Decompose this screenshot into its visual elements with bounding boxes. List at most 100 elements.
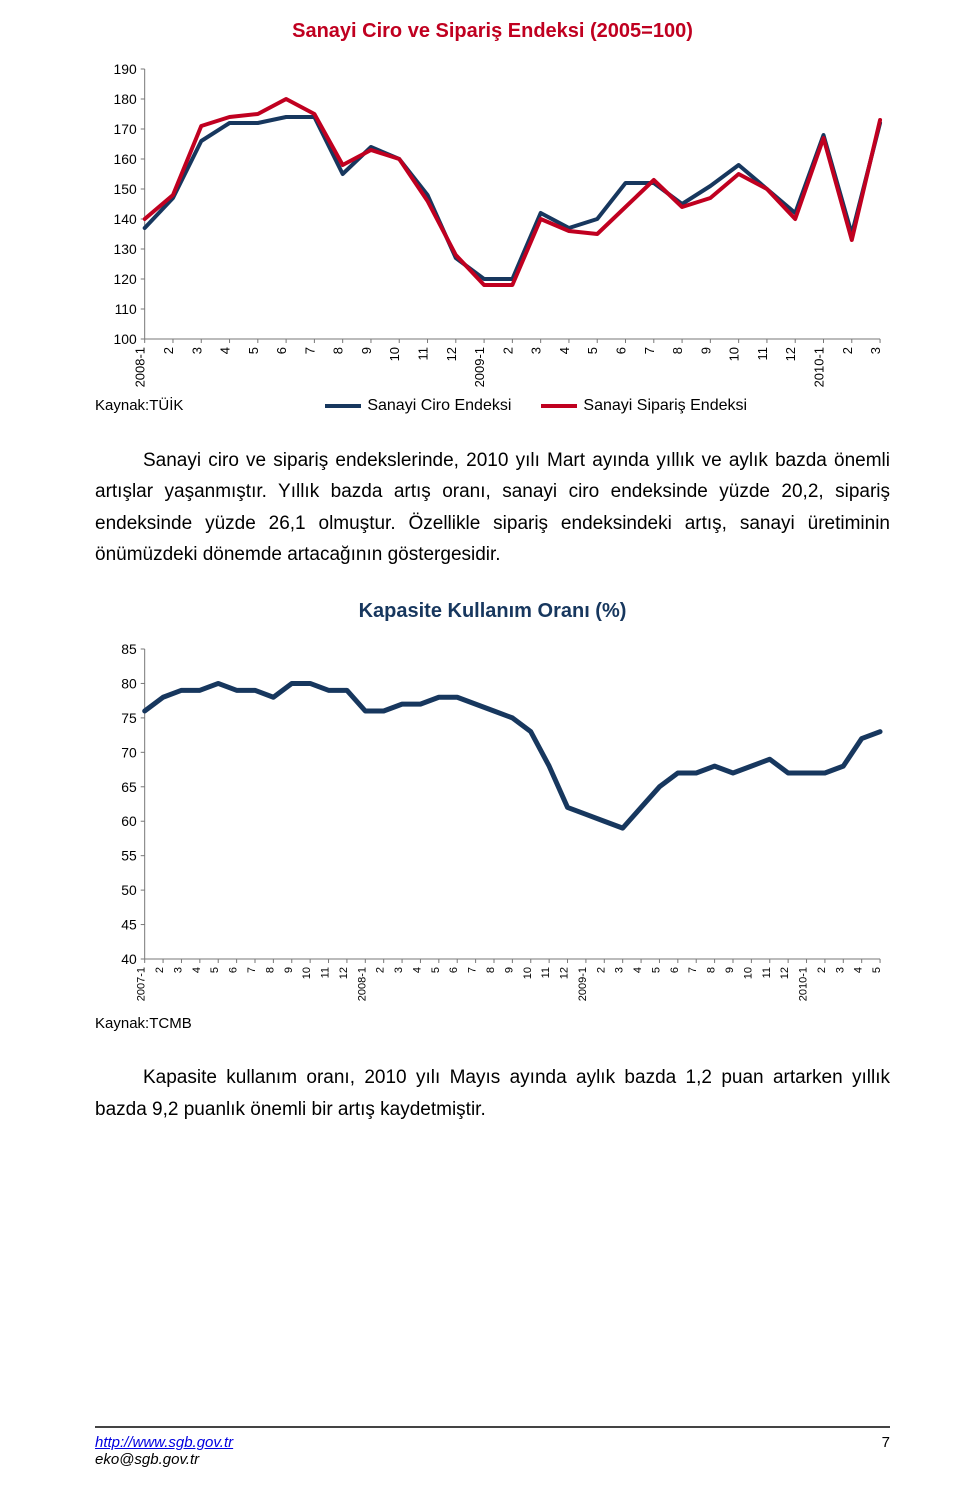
svg-text:6: 6: [448, 967, 460, 973]
chart2: 404550556065707580852007-123456789101112…: [95, 639, 890, 1009]
svg-text:150: 150: [114, 181, 137, 197]
svg-text:8: 8: [706, 967, 718, 973]
svg-text:5: 5: [430, 967, 442, 973]
svg-text:12: 12: [559, 967, 571, 979]
svg-text:180: 180: [114, 91, 137, 107]
svg-text:11: 11: [540, 967, 552, 978]
svg-text:3: 3: [834, 967, 846, 973]
legend-swatch-ciro: [325, 404, 361, 408]
svg-text:8: 8: [331, 347, 346, 354]
svg-text:7: 7: [302, 347, 317, 354]
svg-text:2: 2: [840, 347, 855, 354]
chart1-title: Sanayi Ciro ve Sipariş Endeksi (2005=100…: [95, 20, 890, 43]
svg-text:10: 10: [742, 967, 754, 979]
svg-text:11: 11: [761, 967, 773, 978]
svg-text:2008-1: 2008-1: [356, 967, 368, 1001]
svg-text:7: 7: [642, 347, 657, 354]
svg-text:7: 7: [467, 967, 479, 973]
svg-text:2: 2: [500, 347, 515, 354]
svg-text:8: 8: [264, 967, 276, 973]
chart1: 100 110 120 130 140 150 160 170 180 190 2008-1 2 3 4 5…: [95, 59, 890, 389]
svg-text:12: 12: [783, 347, 798, 361]
footer-email: eko@sgb.gov.tr: [95, 1451, 233, 1468]
svg-text:10: 10: [387, 347, 402, 361]
svg-text:2: 2: [154, 967, 166, 973]
svg-text:11: 11: [416, 347, 431, 360]
svg-text:11: 11: [755, 347, 770, 360]
svg-text:110: 110: [115, 301, 137, 317]
chart1-legend: Kaynak:TÜİK Sanayi Ciro Endeksi Sanayi S…: [95, 397, 890, 415]
legend-label-siparis: Sanayi Sipariş Endeksi: [583, 397, 747, 415]
svg-text:3: 3: [172, 967, 184, 973]
svg-text:8: 8: [670, 347, 685, 354]
paragraph-1: Sanayi ciro ve sipariş endekslerinde, 20…: [95, 445, 890, 570]
svg-text:6: 6: [669, 967, 681, 973]
svg-text:4: 4: [632, 967, 644, 973]
svg-text:40: 40: [121, 951, 137, 967]
svg-text:100: 100: [114, 331, 137, 347]
svg-text:5: 5: [209, 967, 221, 973]
svg-text:130: 130: [114, 241, 137, 257]
svg-text:70: 70: [121, 745, 137, 761]
svg-text:3: 3: [529, 347, 544, 354]
svg-text:3: 3: [393, 967, 405, 973]
svg-text:190: 190: [114, 61, 137, 77]
svg-text:9: 9: [724, 967, 736, 973]
svg-text:45: 45: [121, 917, 137, 933]
svg-text:5: 5: [871, 967, 883, 973]
svg-text:6: 6: [614, 347, 629, 354]
svg-text:9: 9: [359, 347, 374, 354]
legend-item-siparis: Sanayi Sipariş Endeksi: [541, 397, 747, 415]
svg-text:2010-1: 2010-1: [798, 967, 810, 1001]
svg-text:12: 12: [338, 967, 350, 979]
svg-text:65: 65: [121, 779, 137, 795]
svg-text:80: 80: [121, 676, 137, 692]
svg-text:12: 12: [779, 967, 791, 979]
svg-text:50: 50: [121, 882, 137, 898]
svg-text:10: 10: [301, 967, 313, 979]
svg-text:5: 5: [246, 347, 261, 354]
svg-text:9: 9: [283, 967, 295, 973]
svg-text:10: 10: [727, 347, 742, 361]
svg-text:9: 9: [698, 347, 713, 354]
svg-text:140: 140: [114, 211, 137, 227]
svg-text:8: 8: [485, 967, 497, 973]
svg-text:4: 4: [853, 967, 865, 973]
svg-text:7: 7: [246, 967, 258, 973]
svg-text:170: 170: [114, 121, 137, 137]
legend-label-ciro: Sanayi Ciro Endeksi: [367, 397, 511, 415]
svg-text:9: 9: [503, 967, 515, 973]
svg-text:12: 12: [444, 347, 459, 361]
svg-text:2009-1: 2009-1: [472, 347, 487, 387]
svg-text:6: 6: [274, 347, 289, 354]
svg-text:2009-1: 2009-1: [577, 967, 589, 1001]
svg-text:2007-1: 2007-1: [136, 967, 148, 1001]
svg-text:6: 6: [228, 967, 240, 973]
legend-swatch-siparis: [541, 404, 577, 408]
svg-text:2: 2: [375, 967, 387, 973]
svg-text:3: 3: [614, 967, 626, 973]
svg-text:4: 4: [411, 967, 423, 973]
svg-text:4: 4: [218, 347, 233, 354]
svg-text:4: 4: [191, 967, 203, 973]
svg-text:11: 11: [320, 967, 332, 978]
svg-text:120: 120: [114, 271, 137, 287]
svg-text:10: 10: [522, 967, 534, 979]
svg-text:2: 2: [161, 347, 176, 354]
svg-text:2: 2: [816, 967, 828, 973]
svg-text:2008-1: 2008-1: [133, 347, 148, 387]
page-number: 7: [882, 1434, 890, 1468]
legend-item-ciro: Sanayi Ciro Endeksi: [325, 397, 511, 415]
svg-text:85: 85: [121, 641, 137, 657]
chart2-source: Kaynak:TCMB: [95, 1015, 890, 1032]
svg-text:160: 160: [114, 151, 137, 167]
svg-text:3: 3: [189, 347, 204, 354]
footer-divider: [95, 1426, 890, 1428]
footer-url[interactable]: http://www.sgb.gov.tr: [95, 1434, 233, 1451]
svg-text:60: 60: [121, 814, 137, 830]
chart2-title: Kapasite Kullanım Oranı (%): [95, 600, 890, 623]
svg-text:55: 55: [121, 848, 137, 864]
svg-text:3: 3: [868, 347, 883, 354]
chart1-source: Kaynak:TÜİK: [95, 397, 183, 415]
page-footer: http://www.sgb.gov.tr eko@sgb.gov.tr 7: [95, 1426, 890, 1468]
